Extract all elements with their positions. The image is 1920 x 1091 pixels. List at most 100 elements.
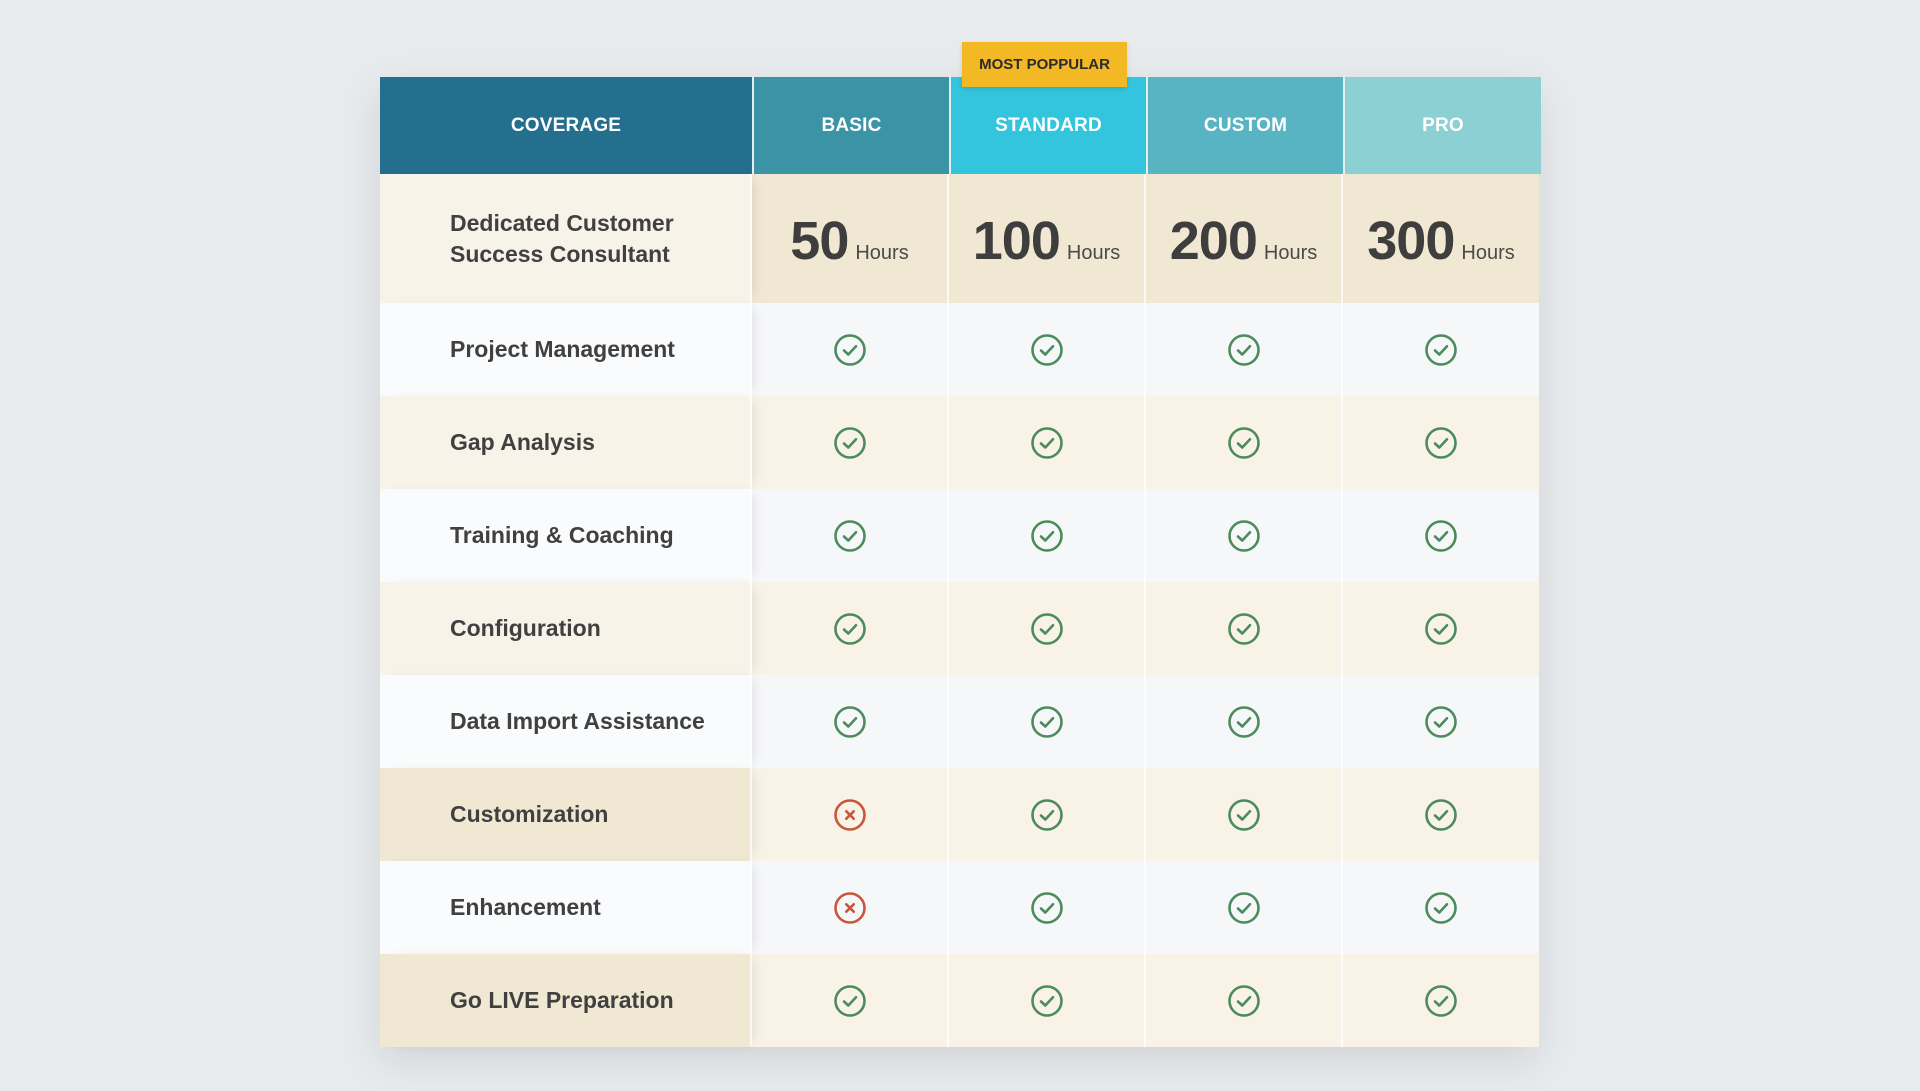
check-circle-icon xyxy=(1227,798,1260,831)
check-circle-icon xyxy=(1425,891,1457,924)
table-row: Go LIVE Preparation xyxy=(380,954,1539,1047)
feature-cell-standard xyxy=(949,303,1146,396)
check-circle-icon xyxy=(1030,426,1063,459)
feature-cell-basic xyxy=(752,768,949,861)
feature-cell-basic xyxy=(752,861,949,954)
check-circle-icon xyxy=(1227,519,1260,552)
feature-cell-basic xyxy=(752,489,949,582)
check-circle-icon xyxy=(1030,519,1063,552)
table-row: Data Import Assistance xyxy=(380,675,1539,768)
feature-cell-pro xyxy=(1343,861,1539,954)
most-popular-badge: MOST POPPULAR xyxy=(962,42,1127,87)
feature-cell-basic xyxy=(752,396,949,489)
check-circle-icon xyxy=(1425,612,1457,645)
check-circle-icon xyxy=(1425,798,1457,831)
feature-cell-custom xyxy=(1146,768,1343,861)
feature-cell-custom xyxy=(1146,582,1343,675)
feature-label: Go LIVE Preparation xyxy=(380,954,752,1047)
feature-cell-basic xyxy=(752,675,949,768)
feature-label: Gap Analysis xyxy=(380,396,752,489)
check-circle-icon xyxy=(1227,426,1260,459)
feature-cell-standard xyxy=(949,489,1146,582)
hours-value: 200 xyxy=(1169,210,1258,271)
check-circle-icon xyxy=(1227,612,1260,645)
feature-cell-standard xyxy=(949,582,1146,675)
check-circle-icon xyxy=(1227,705,1260,738)
check-circle-icon xyxy=(1030,612,1063,645)
check-circle-icon xyxy=(1227,333,1260,366)
feature-cell-pro xyxy=(1343,489,1539,582)
check-circle-icon xyxy=(1030,333,1063,366)
check-circle-icon xyxy=(1425,333,1457,366)
check-circle-icon xyxy=(1030,705,1063,738)
check-circle-icon xyxy=(1030,798,1063,831)
table-row: Training & Coaching xyxy=(380,489,1539,582)
check-circle-icon xyxy=(833,705,866,738)
hours-cell-basic: 50 Hours xyxy=(752,174,949,303)
header-coverage: COVERAGE xyxy=(380,77,754,174)
hours-unit: Hours xyxy=(1263,241,1318,264)
hours-cell-standard: 100 Hours xyxy=(949,174,1146,303)
table-row: Enhancement xyxy=(380,861,1539,954)
check-circle-icon xyxy=(1030,984,1063,1017)
header-plan-standard: STANDARD xyxy=(951,77,1148,174)
hours-value: 300 xyxy=(1367,210,1455,271)
check-circle-icon xyxy=(833,612,866,645)
feature-cell-custom xyxy=(1146,489,1343,582)
feature-cell-basic xyxy=(752,303,949,396)
feature-cell-pro xyxy=(1343,396,1539,489)
feature-cell-pro xyxy=(1343,768,1539,861)
check-circle-icon xyxy=(833,519,866,552)
table-row: Customization xyxy=(380,768,1539,861)
table-row: Project Management xyxy=(380,303,1539,396)
hours-unit: Hours xyxy=(855,241,909,264)
feature-cell-standard xyxy=(949,768,1146,861)
table-row-hours: Dedicated Customer Success Consultant 50… xyxy=(380,174,1539,303)
feature-label: Dedicated Customer Success Consultant xyxy=(380,174,752,303)
feature-cell-custom xyxy=(1146,954,1343,1047)
check-circle-icon xyxy=(833,333,866,366)
pricing-comparison-table: MOST POPPULAR COVERAGE BASIC STANDARD CU… xyxy=(380,42,1541,1047)
feature-cell-basic xyxy=(752,954,949,1047)
feature-label: Data Import Assistance xyxy=(380,675,752,768)
feature-cell-pro xyxy=(1343,675,1539,768)
feature-cell-standard xyxy=(949,954,1146,1047)
feature-cell-custom xyxy=(1146,396,1343,489)
hours-cell-custom: 200 Hours xyxy=(1146,174,1343,303)
feature-label: Enhancement xyxy=(380,861,752,954)
feature-label: Configuration xyxy=(380,582,752,675)
check-circle-icon xyxy=(833,984,866,1017)
x-circle-icon xyxy=(833,798,866,831)
hours-unit: Hours xyxy=(1461,241,1515,264)
feature-cell-standard xyxy=(949,861,1146,954)
check-circle-icon xyxy=(833,426,866,459)
feature-label: Customization xyxy=(380,768,752,861)
feature-cell-standard xyxy=(949,675,1146,768)
feature-rows: Project Management Gap Analysis Training &… xyxy=(380,303,1539,1047)
feature-cell-pro xyxy=(1343,303,1539,396)
x-circle-icon xyxy=(833,891,866,924)
check-circle-icon xyxy=(1227,891,1260,924)
feature-cell-custom xyxy=(1146,303,1343,396)
feature-cell-basic xyxy=(752,582,949,675)
hours-unit: Hours xyxy=(1066,241,1121,264)
header-plan-pro: PRO xyxy=(1345,77,1541,174)
check-circle-icon xyxy=(1227,984,1260,1017)
table-header-row: COVERAGE BASIC STANDARD CUSTOM PRO xyxy=(380,77,1541,174)
feature-cell-pro xyxy=(1343,582,1539,675)
check-circle-icon xyxy=(1425,519,1457,552)
hours-value: 50 xyxy=(790,210,849,271)
feature-label: Project Management xyxy=(380,303,752,396)
table-row: Gap Analysis xyxy=(380,396,1539,489)
header-plan-custom: CUSTOM xyxy=(1148,77,1345,174)
header-plan-basic: BASIC xyxy=(754,77,951,174)
feature-cell-custom xyxy=(1146,675,1343,768)
feature-cell-standard xyxy=(949,396,1146,489)
hours-cell-pro: 300 Hours xyxy=(1343,174,1539,303)
feature-cell-pro xyxy=(1343,954,1539,1047)
table-row: Configuration xyxy=(380,582,1539,675)
check-circle-icon xyxy=(1425,426,1457,459)
check-circle-icon xyxy=(1425,705,1457,738)
check-circle-icon xyxy=(1030,891,1063,924)
feature-cell-custom xyxy=(1146,861,1343,954)
